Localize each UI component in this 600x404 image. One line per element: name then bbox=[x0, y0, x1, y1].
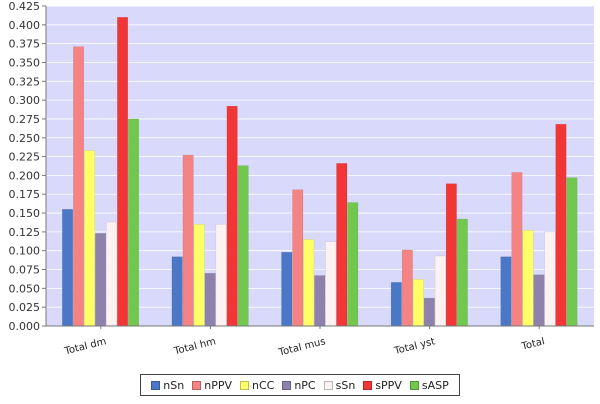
legend-swatch bbox=[151, 380, 161, 390]
y-tick-label: 0.300 bbox=[9, 94, 41, 107]
y-tick-label: 0.225 bbox=[9, 151, 41, 164]
legend-label: sSn bbox=[335, 378, 356, 392]
legend-label: nPC bbox=[294, 378, 316, 392]
bar-nPC-1 bbox=[204, 273, 216, 327]
bar-nPPV-2 bbox=[292, 189, 304, 327]
legend-item-sSn: sSn bbox=[323, 378, 356, 392]
bars bbox=[62, 17, 578, 327]
bar-nPC-3 bbox=[423, 297, 435, 327]
y-tick-label: 0.050 bbox=[9, 282, 41, 295]
bar-nCC-3 bbox=[412, 279, 424, 327]
y-tick-label: 0.125 bbox=[9, 226, 41, 239]
y-tick-label: 0.150 bbox=[9, 207, 41, 220]
y-tick-label: 0.375 bbox=[9, 38, 41, 51]
legend-swatch bbox=[239, 380, 249, 390]
bar-nSn-1 bbox=[171, 256, 183, 327]
x-tick-label: Total hm bbox=[172, 336, 217, 357]
legend-swatch bbox=[363, 380, 373, 390]
bar-sPPV-2 bbox=[336, 163, 348, 327]
bar-sPPV-4 bbox=[555, 123, 567, 327]
x-tick-label: Total yst bbox=[392, 336, 436, 357]
bar-sASP-4 bbox=[566, 177, 578, 327]
y-tick-label: 0.425 bbox=[9, 0, 41, 13]
legend-swatch bbox=[409, 380, 419, 390]
bar-nSn-2 bbox=[281, 251, 293, 327]
y-tick-label: 0.350 bbox=[9, 56, 41, 69]
y-tick-label: 0.025 bbox=[9, 301, 41, 314]
y-tick-label: 0.275 bbox=[9, 113, 41, 126]
bar-sASP-2 bbox=[347, 202, 359, 327]
bar-sSn-3 bbox=[434, 255, 446, 327]
bar-sASP-1 bbox=[237, 165, 249, 327]
legend-label: sPPV bbox=[375, 378, 402, 392]
legend-item-nCC: nCC bbox=[239, 378, 275, 392]
y-tick-label: 0.000 bbox=[9, 320, 41, 333]
bar-sSn-0 bbox=[106, 221, 118, 327]
bar-nCC-1 bbox=[193, 224, 205, 327]
x-tick-label: Total bbox=[520, 336, 546, 353]
legend-swatch bbox=[192, 380, 202, 390]
y-tick-label: 0.200 bbox=[9, 169, 41, 182]
bar-nCC-0 bbox=[84, 150, 96, 327]
legend-item-sPPV: sPPV bbox=[363, 379, 402, 392]
x-tick-label: Total mus bbox=[277, 336, 327, 358]
bar-nPPV-1 bbox=[182, 154, 194, 327]
bar-nPC-0 bbox=[95, 233, 107, 327]
legend-item-nPC: nPC bbox=[282, 378, 316, 392]
bar-nPPV-4 bbox=[511, 172, 523, 327]
bar-nPC-4 bbox=[533, 274, 545, 327]
legend: nSn nPPV nCC nPC sSn sPPV sASP bbox=[140, 374, 460, 396]
y-tick-label: 0.400 bbox=[9, 19, 41, 32]
bar-sASP-0 bbox=[128, 118, 140, 327]
y-tick-label: 0.075 bbox=[9, 264, 41, 277]
bar-nSn-4 bbox=[500, 256, 512, 327]
bar-sPPV-1 bbox=[226, 105, 238, 327]
bar-nPPV-3 bbox=[401, 249, 413, 327]
x-tick-labels: Total dm Total hm Total mus Total yst Total bbox=[63, 336, 546, 359]
legend-label: nSn bbox=[163, 378, 185, 392]
x-tick-label: Total dm bbox=[63, 336, 108, 357]
bar-nSn-0 bbox=[62, 209, 74, 327]
legend-label: nPPV bbox=[204, 378, 232, 392]
bar-sSn-2 bbox=[325, 241, 337, 327]
y-tick-labels: 0.000 0.025 0.050 0.075 0.100 0.125 0.150 0.175… bbox=[9, 0, 41, 333]
bar-sPPV-3 bbox=[445, 183, 457, 327]
y-tick-label: 0.325 bbox=[9, 75, 41, 88]
legend-item-sASP: sASP bbox=[409, 378, 449, 392]
axes bbox=[42, 5, 594, 329]
legend-label: nCC bbox=[251, 378, 275, 392]
legend-item-nPPV: nPPV bbox=[192, 379, 232, 392]
bar-nCC-2 bbox=[303, 239, 315, 327]
bar-sASP-3 bbox=[456, 218, 468, 327]
bar-nPC-2 bbox=[314, 275, 326, 327]
y-tick-label: 0.250 bbox=[9, 132, 41, 145]
legend-item-nSn: nSn bbox=[151, 379, 184, 392]
legend-swatch bbox=[282, 380, 292, 390]
bar-nCC-4 bbox=[522, 230, 534, 327]
bar-nPPV-0 bbox=[73, 46, 85, 327]
y-tick-label: 0.100 bbox=[9, 245, 41, 258]
bar-sSn-4 bbox=[544, 231, 556, 327]
y-tick-label: 0.175 bbox=[9, 188, 41, 201]
legend-swatch bbox=[323, 380, 333, 390]
bar-sPPV-0 bbox=[117, 17, 129, 327]
legend-label: sASP bbox=[421, 378, 449, 392]
bar-sSn-1 bbox=[215, 224, 227, 327]
bar-nSn-3 bbox=[390, 282, 402, 327]
